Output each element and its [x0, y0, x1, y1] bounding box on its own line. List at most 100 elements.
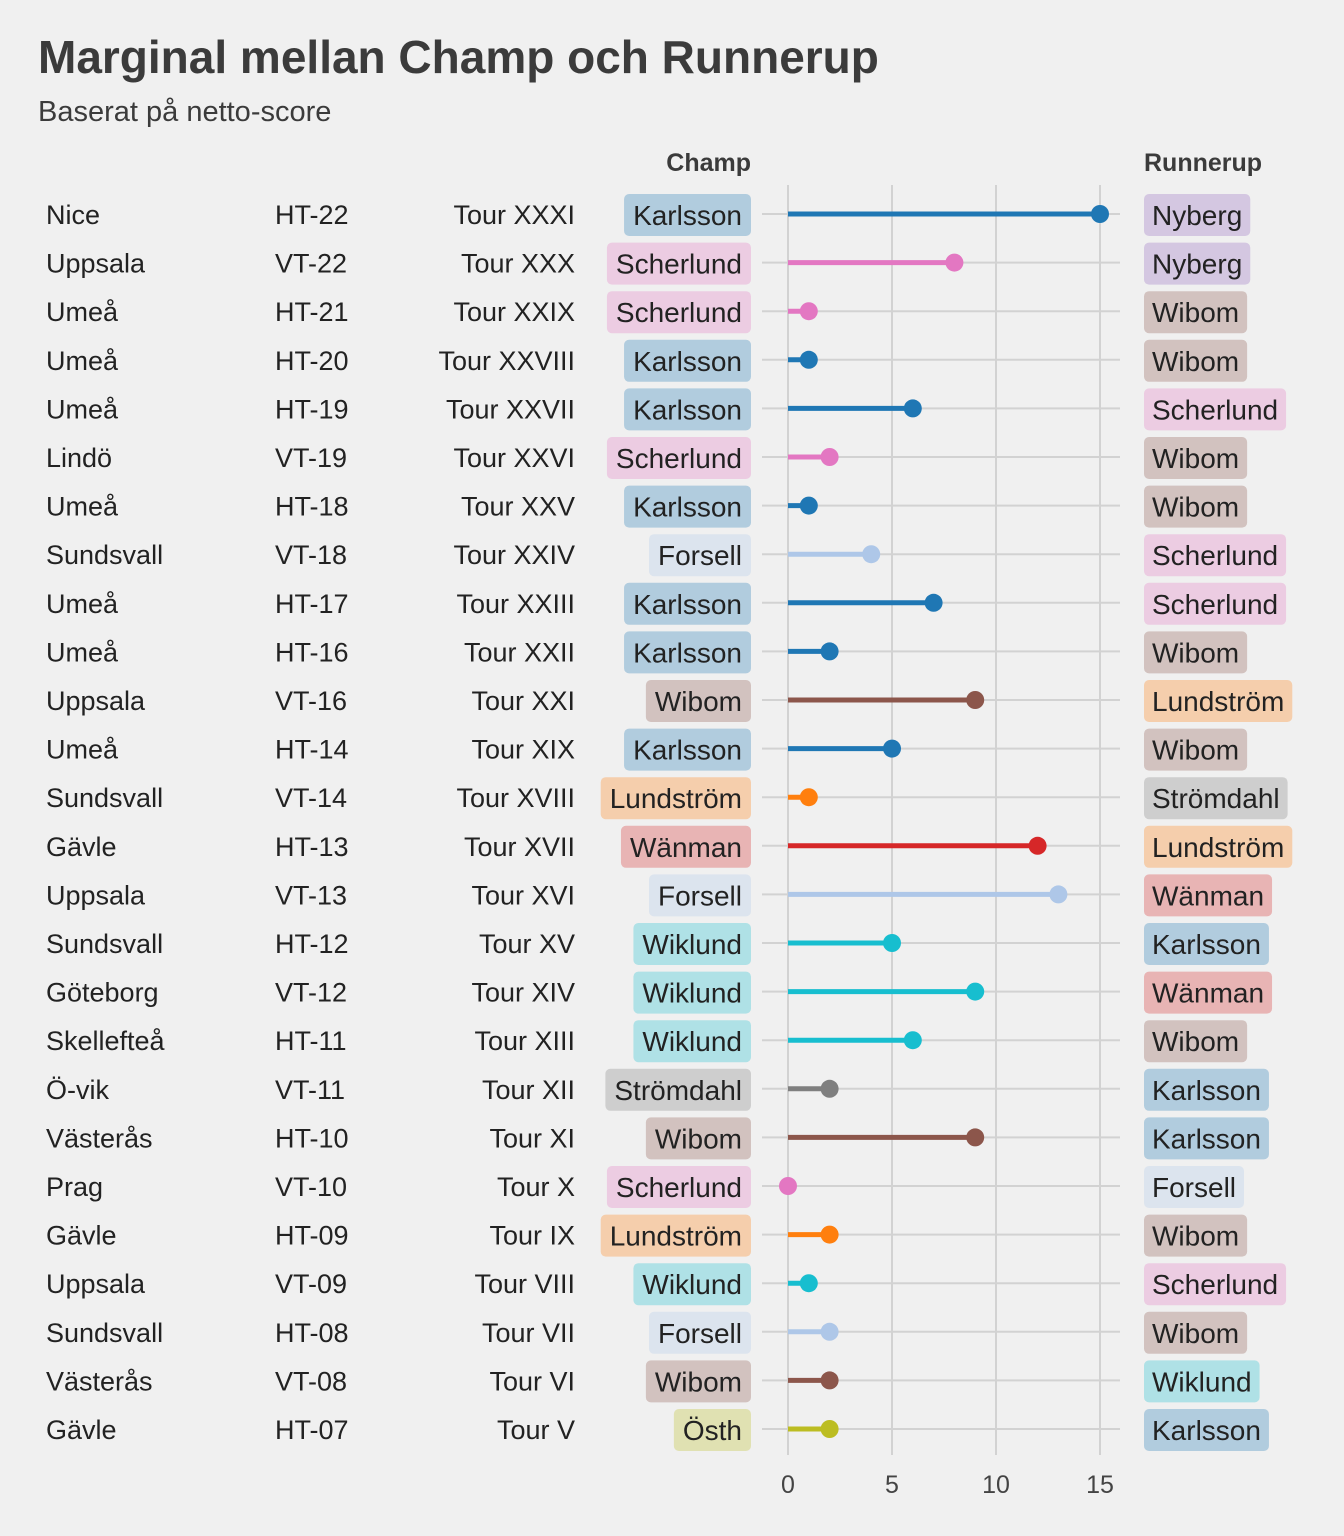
- runnerup-label: Wibom: [1152, 1026, 1239, 1057]
- place-label: Västerås: [46, 1123, 153, 1153]
- runnerup-label: Nyberg: [1152, 249, 1242, 280]
- tour-label: Tour VIII: [474, 1269, 575, 1299]
- place-label: Umeå: [46, 394, 119, 424]
- x-tick-label: 10: [982, 1471, 1010, 1499]
- place-label: Sundsvall: [46, 540, 163, 570]
- table-row: Uppsala VT-13 Tour XVI Forsell Wänman: [46, 874, 1273, 917]
- place-label: Sundsvall: [46, 1318, 163, 1348]
- place-label: Uppsala: [46, 686, 146, 716]
- place-label: Prag: [46, 1172, 103, 1202]
- table-row: Umeå HT-17 Tour XXIII Karlsson Scherlund: [46, 582, 1287, 625]
- runnerup-label: Scherlund: [1152, 394, 1278, 425]
- season-label: HT-11: [275, 1026, 347, 1056]
- tour-label: Tour XXX: [461, 249, 575, 279]
- runnerup-label: Lundström: [1152, 686, 1284, 717]
- champ-label: Wänman: [630, 832, 742, 863]
- runnerup-label: Wibom: [1152, 637, 1239, 668]
- tour-label: Tour XVII: [464, 832, 575, 862]
- table-row: Uppsala VT-22 Tour XXX Scherlund Nyberg: [46, 242, 1251, 285]
- season-label: VT-13: [275, 880, 347, 910]
- margin-point: [820, 1322, 839, 1341]
- runnerup-label: Scherlund: [1152, 589, 1278, 620]
- table-row: Umeå HT-16 Tour XXII Karlsson Wibom: [46, 631, 1248, 674]
- tour-label: Tour XIII: [474, 1026, 575, 1056]
- runnerup-label: Nyberg: [1152, 200, 1242, 231]
- runnerup-label-box: [1144, 1214, 1248, 1257]
- season-label: VT-22: [275, 249, 347, 279]
- champ-label: Östh: [683, 1415, 742, 1446]
- margin-point: [966, 691, 985, 709]
- season-label: HT-16: [275, 637, 349, 667]
- tour-label: Tour XVIII: [456, 783, 575, 813]
- place-label: Göteborg: [46, 978, 159, 1008]
- runnerup-label: Karlsson: [1152, 1123, 1261, 1154]
- runnerup-label-box: [1144, 1068, 1269, 1111]
- margin-point: [820, 1225, 839, 1244]
- rows-layer: Nice HT-22 Tour XXXI Karlsson Nyberg Uppsala V…: [46, 194, 1293, 1451]
- runnerup-label: Forsell: [1152, 1172, 1236, 1203]
- x-axis: 0 5 10 15: [781, 1471, 1114, 1499]
- champ-label-box: [620, 825, 751, 868]
- champ-label-box: [624, 339, 751, 382]
- champ-label: Karlsson: [633, 735, 742, 766]
- champ-label: Strömdahl: [614, 1075, 742, 1106]
- champ-label: Karlsson: [633, 492, 742, 523]
- place-label: Umeå: [46, 589, 119, 619]
- season-label: HT-21: [275, 297, 349, 327]
- runnerup-label: Wibom: [1152, 1221, 1239, 1252]
- champ-label-box: [606, 437, 751, 479]
- runnerup-label-box: [1144, 825, 1293, 868]
- place-label: Skellefteå: [46, 1026, 166, 1056]
- x-tick-label: 0: [781, 1471, 795, 1499]
- champ-header: Champ: [666, 149, 751, 177]
- champ-label-box: [624, 582, 751, 625]
- margin-point: [820, 448, 839, 466]
- place-label: Sundsvall: [46, 783, 163, 813]
- runnerup-header: Runnerup: [1144, 149, 1262, 177]
- tour-label: Tour XXXI: [453, 200, 575, 230]
- runnerup-label: Wänman: [1152, 880, 1264, 911]
- runnerup-label: Strömdahl: [1152, 783, 1280, 814]
- champ-label: Wibom: [655, 1123, 742, 1154]
- margin-point: [799, 302, 818, 321]
- tour-label: Tour XIX: [471, 735, 575, 765]
- champ-label: Forsell: [658, 1318, 742, 1349]
- margin-point: [1028, 836, 1047, 855]
- tour-label: Tour XXII: [464, 637, 575, 667]
- champ-label-box: [673, 1409, 751, 1451]
- runnerup-label-box: [1144, 1117, 1269, 1160]
- place-label: Uppsala: [46, 1269, 146, 1299]
- champ-label-box: [624, 388, 751, 431]
- tour-label: Tour V: [497, 1415, 575, 1445]
- runnerup-label-box: [1144, 485, 1248, 528]
- runnerup-label-box: [1144, 437, 1248, 479]
- table-row: Sundsvall VT-14 Tour XVIII Lundström Strömda…: [46, 777, 1288, 820]
- table-row: Gävle HT-07 Tour V Östh Karlsson: [46, 1409, 1269, 1451]
- champ-label-box: [633, 923, 751, 965]
- runnerup-label-box: [1144, 582, 1287, 625]
- table-row: Nice HT-22 Tour XXXI Karlsson Nyberg: [46, 194, 1251, 236]
- place-label: Umeå: [46, 346, 119, 376]
- margin-point: [945, 253, 964, 272]
- table-row: Lindö VT-19 Tour XXVI Scherlund Wibom: [46, 437, 1248, 479]
- champ-label-box: [633, 1020, 751, 1063]
- margin-point: [1091, 205, 1109, 223]
- tour-label: Tour XXVII: [446, 394, 575, 424]
- season-label: HT-22: [275, 200, 349, 230]
- table-row: Skellefteå HT-11 Tour XIII Wiklund Wibom: [46, 1020, 1248, 1063]
- tour-label: Tour XXVI: [453, 443, 575, 473]
- runnerup-label: Wiklund: [1152, 1366, 1252, 1397]
- margin-point: [799, 350, 818, 369]
- champ-label-box: [648, 874, 751, 917]
- table-row: Västerås HT-10 Tour XI Wibom Karlsson: [46, 1117, 1269, 1160]
- runnerup-label: Karlsson: [1152, 1415, 1261, 1446]
- season-label: VT-16: [275, 686, 347, 716]
- champ-label-box: [633, 971, 751, 1014]
- tour-label: Tour XXIII: [456, 589, 575, 619]
- champ-label: Wibom: [655, 1366, 742, 1397]
- tour-label: Tour XXV: [461, 492, 575, 522]
- champ-label: Wiklund: [642, 978, 742, 1009]
- season-label: HT-19: [275, 394, 349, 424]
- runnerup-label-box: [1144, 339, 1248, 382]
- place-label: Umeå: [46, 637, 119, 667]
